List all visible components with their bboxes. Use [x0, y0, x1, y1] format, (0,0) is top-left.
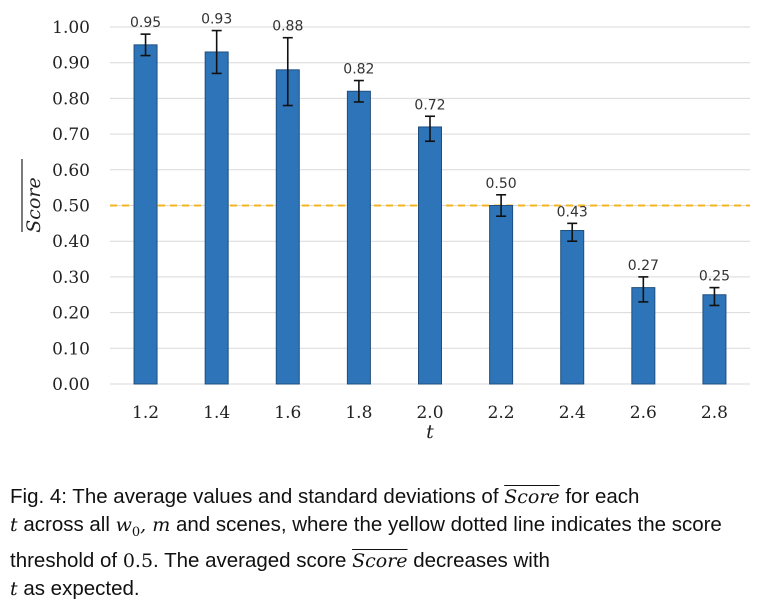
- caption-text-4: and scenes, where the yellow dotted line…: [10, 513, 722, 573]
- x-tick-label: 2.8: [701, 403, 728, 423]
- caption-text-7: as expected.: [17, 577, 140, 601]
- x-tick-label: 1.2: [132, 403, 159, 423]
- data-label: 0.72: [414, 97, 445, 113]
- x-tick-label: 2.2: [488, 403, 515, 423]
- x-tick-label: 1.8: [345, 403, 372, 423]
- y-tick-label: 0.90: [52, 54, 90, 74]
- y-axis-title: Score: [23, 177, 45, 232]
- data-label: 0.43: [557, 204, 588, 220]
- y-tick-label: 0.80: [52, 89, 90, 109]
- data-label: 0.50: [486, 176, 517, 192]
- x-tick-label: 1.6: [274, 403, 301, 423]
- x-tick-label: 2.6: [630, 403, 657, 423]
- caption-math-m: , m: [140, 514, 171, 536]
- caption-math-w-sub: 0: [131, 525, 141, 541]
- bar: [418, 126, 442, 385]
- data-label: 0.95: [130, 15, 161, 31]
- y-tick-label: 0.10: [52, 339, 90, 359]
- caption-math-t-2: t: [10, 578, 18, 601]
- y-tick-labels: 0.00 0.10 0.20 0.30 0.40 0.50 0.60 0.70 0.80 0.90…: [52, 18, 90, 395]
- bar: [702, 294, 727, 385]
- bar-chart: 0.95 0.93 0.88 0.82 0.72 0.50 0.43 0.27 0.25 0.0…: [21, 12, 750, 443]
- y-tick-label: 0.40: [52, 232, 90, 252]
- caption-math-score: Score: [504, 486, 560, 508]
- bar: [346, 90, 371, 385]
- data-label: 0.93: [201, 12, 232, 28]
- caption-math-score-2: Score: [352, 550, 408, 573]
- bar: [489, 205, 514, 385]
- y-tick-label: 0.50: [52, 197, 90, 217]
- caption-math-w: w: [115, 514, 132, 536]
- data-label: 0.88: [272, 19, 303, 35]
- x-tick-label: 1.4: [203, 403, 230, 423]
- y-tick-label: 1.00: [52, 18, 90, 38]
- bar: [275, 69, 300, 385]
- caption-text-5: . The averaged score: [153, 549, 353, 573]
- bar: [204, 51, 229, 385]
- caption-text-6: decreases with: [407, 549, 550, 573]
- caption-math-t: t: [10, 514, 18, 536]
- figure-caption: Fig. 4: The average values and standard …: [10, 483, 772, 603]
- caption-math-threshold: 0.5: [122, 550, 154, 573]
- bar: [560, 229, 585, 385]
- bar: [133, 44, 158, 385]
- x-tick-labels: 1.2 1.4 1.6 1.8 2.0 2.2 2.4 2.6 2.8: [132, 403, 728, 423]
- data-label: 0.25: [699, 269, 730, 285]
- x-axis-title: t: [426, 421, 434, 443]
- y-tick-label: 0.70: [52, 125, 90, 145]
- x-tick-label: 2.4: [559, 403, 586, 423]
- y-tick-label: 0.60: [52, 161, 90, 181]
- y-tick-label: 0.30: [52, 268, 90, 288]
- y-tick-label: 0.20: [52, 304, 90, 324]
- data-label: 0.82: [343, 62, 374, 78]
- x-tick-label: 2.0: [416, 403, 443, 423]
- data-label: 0.27: [628, 258, 659, 274]
- y-tick-label: 0.00: [52, 375, 90, 395]
- caption-text-3: across all: [17, 513, 116, 536]
- caption-text-2: for each: [559, 485, 640, 508]
- bars: 0.95 0.93 0.88 0.82 0.72 0.50 0.43 0.27 0.25: [130, 12, 730, 385]
- caption-text-1: Fig. 4: The average values and standard …: [10, 485, 505, 508]
